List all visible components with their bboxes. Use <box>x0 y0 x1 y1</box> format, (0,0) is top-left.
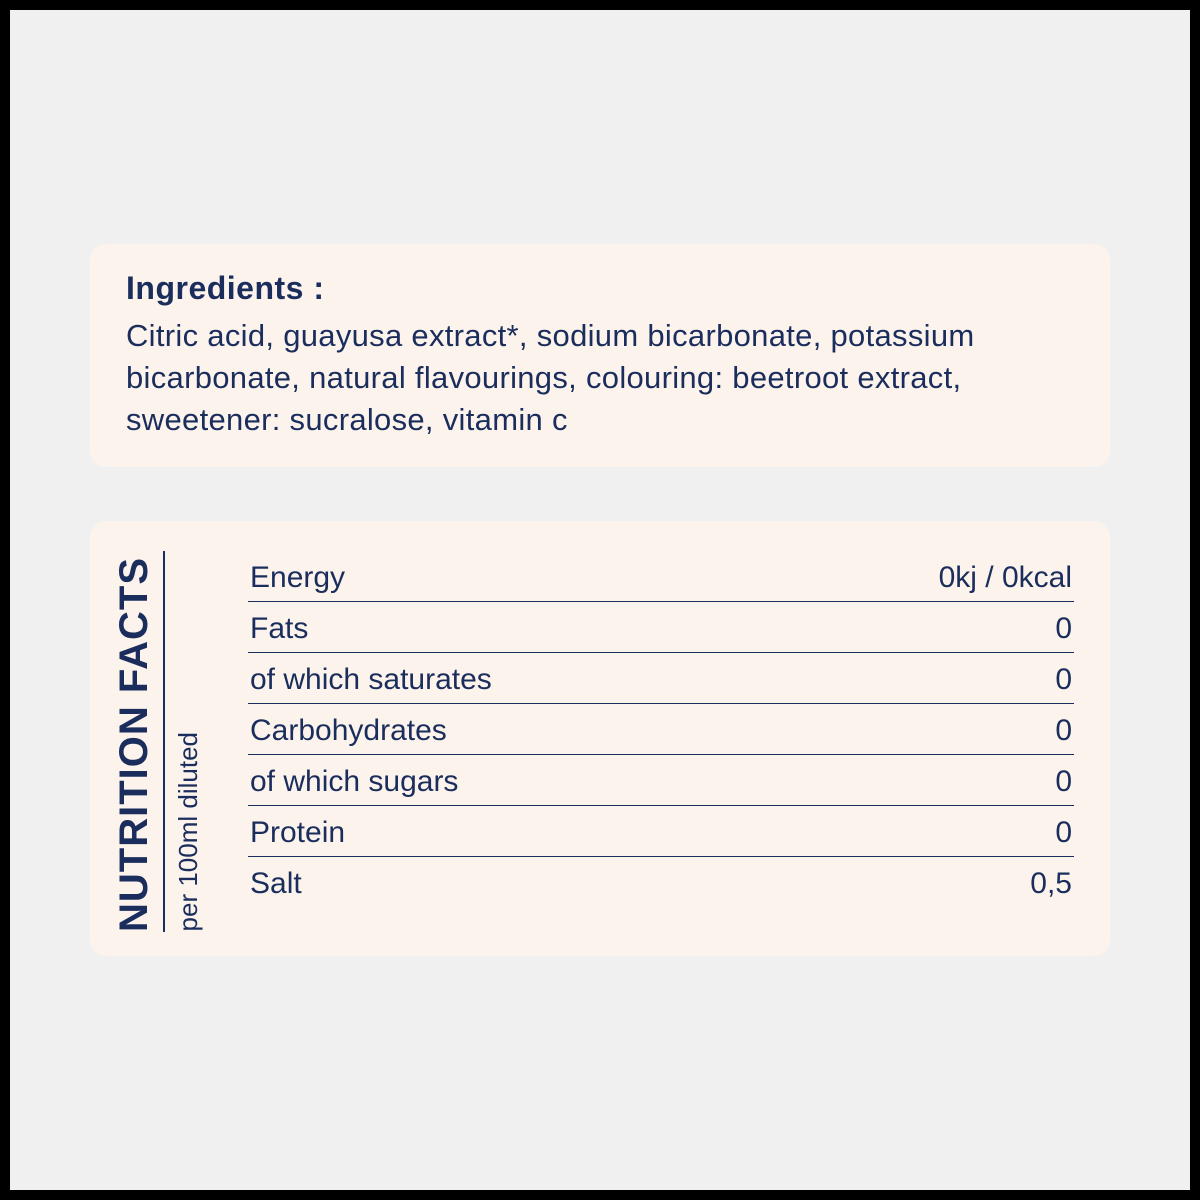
row-label: Carbohydrates <box>250 714 447 748</box>
nutrition-card: NUTRITION FACTS per 100ml diluted Energy… <box>90 521 1110 956</box>
row-value: 0 <box>1055 714 1072 748</box>
row-value: 0 <box>1055 612 1072 646</box>
row-label: Protein <box>250 816 345 850</box>
nutrition-heading-block: NUTRITION FACTS per 100ml diluted <box>112 551 224 932</box>
table-row: Salt 0,5 <box>248 857 1074 907</box>
table-row: of which saturates 0 <box>248 653 1074 704</box>
nutrition-subheading: per 100ml diluted <box>173 726 204 931</box>
table-row: Fats 0 <box>248 602 1074 653</box>
ingredients-text: Citric acid, guayusa extract*, sodium bi… <box>126 315 1074 441</box>
nutrition-heading: NUTRITION FACTS <box>112 551 165 932</box>
row-label: of which saturates <box>250 663 492 697</box>
row-label: of which sugars <box>250 765 458 799</box>
table-row: Energy 0kj / 0kcal <box>248 551 1074 602</box>
row-value: 0 <box>1055 663 1072 697</box>
table-row: Carbohydrates 0 <box>248 704 1074 755</box>
nutrition-table: Energy 0kj / 0kcal Fats 0 of which satur… <box>224 551 1074 932</box>
table-row: of which sugars 0 <box>248 755 1074 806</box>
ingredients-card: Ingredients : Citric acid, guayusa extra… <box>90 244 1110 467</box>
table-row: Protein 0 <box>248 806 1074 857</box>
row-label: Fats <box>250 612 308 646</box>
row-label: Energy <box>250 561 345 595</box>
row-value: 0 <box>1055 816 1072 850</box>
ingredients-title: Ingredients : <box>126 270 1074 307</box>
row-value: 0,5 <box>1030 867 1072 901</box>
row-label: Salt <box>250 867 302 901</box>
row-value: 0 <box>1055 765 1072 799</box>
row-value: 0kj / 0kcal <box>939 561 1072 595</box>
